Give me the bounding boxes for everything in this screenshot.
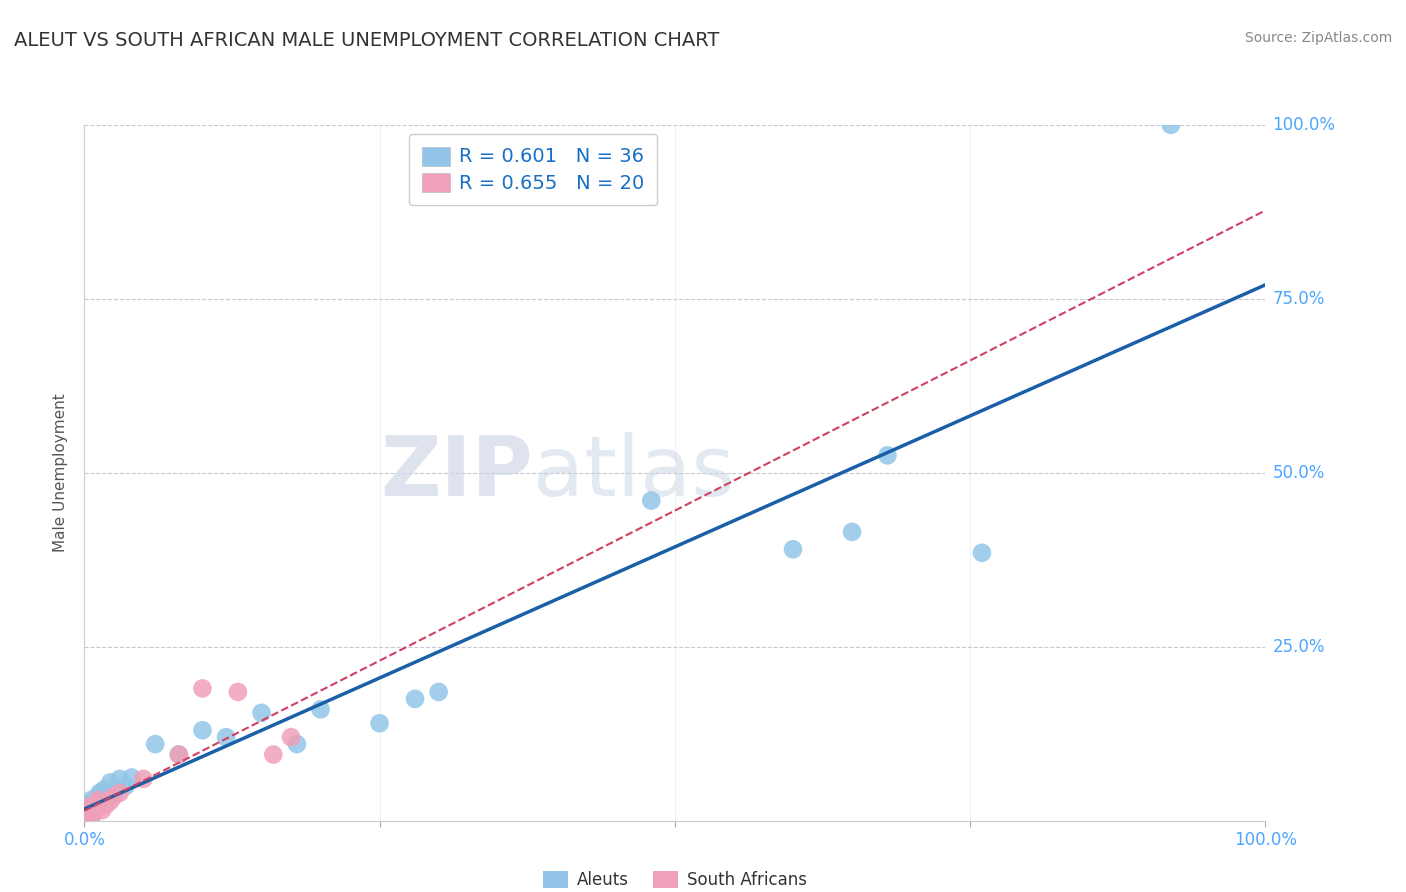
Point — [94, 798, 117, 813]
Point — [427, 685, 450, 699]
Point — [76, 806, 98, 821]
Point — [86, 794, 108, 808]
Point — [87, 789, 110, 804]
Point — [97, 787, 120, 801]
Point — [79, 799, 101, 814]
Point — [841, 524, 863, 539]
Point — [77, 806, 100, 821]
Point — [143, 737, 166, 751]
Point — [191, 681, 214, 696]
Point — [368, 716, 391, 731]
Point — [132, 772, 155, 786]
Point — [83, 801, 105, 815]
Point — [876, 448, 898, 462]
Point — [80, 808, 103, 822]
Text: 100.0%: 100.0% — [1272, 116, 1336, 134]
Point — [226, 685, 249, 699]
Text: Source: ZipAtlas.com: Source: ZipAtlas.com — [1244, 31, 1392, 45]
Point — [98, 794, 121, 808]
Point — [250, 706, 273, 720]
Point — [215, 730, 238, 744]
Text: ALEUT VS SOUTH AFRICAN MALE UNEMPLOYMENT CORRELATION CHART: ALEUT VS SOUTH AFRICAN MALE UNEMPLOYMENT… — [14, 31, 720, 50]
Legend: Aleuts, South Africans: Aleuts, South Africans — [536, 864, 814, 892]
Point — [640, 493, 662, 508]
Point — [91, 791, 114, 805]
Point — [79, 796, 101, 810]
Point — [83, 805, 105, 820]
Point — [98, 775, 121, 789]
Point — [970, 546, 993, 560]
Point — [82, 805, 104, 820]
Point — [77, 803, 100, 817]
Point — [77, 803, 100, 817]
Point — [121, 771, 143, 785]
Point — [103, 789, 125, 804]
Point — [76, 810, 98, 824]
Point — [91, 803, 114, 817]
Point — [262, 747, 284, 762]
Text: ZIP: ZIP — [381, 433, 533, 513]
Point — [114, 779, 136, 793]
Point — [84, 796, 107, 810]
Text: 75.0%: 75.0% — [1272, 290, 1324, 308]
Point — [1160, 118, 1182, 132]
Point — [191, 723, 214, 738]
Point — [285, 737, 308, 751]
Point — [87, 793, 110, 807]
Point — [77, 799, 100, 814]
Point — [108, 772, 131, 786]
Text: 50.0%: 50.0% — [1272, 464, 1324, 482]
Point — [82, 808, 104, 822]
Point — [84, 798, 107, 813]
Point — [84, 801, 107, 815]
Point — [103, 784, 125, 798]
Point — [782, 542, 804, 557]
Y-axis label: Male Unemployment: Male Unemployment — [53, 393, 69, 552]
Point — [93, 782, 115, 797]
Point — [167, 747, 190, 762]
Text: 25.0%: 25.0% — [1272, 638, 1324, 656]
Text: atlas: atlas — [533, 433, 735, 513]
Point — [309, 702, 332, 716]
Point — [108, 786, 131, 800]
Point — [167, 747, 190, 762]
Point — [280, 730, 302, 744]
Point — [80, 793, 103, 807]
Point — [404, 692, 426, 706]
Point — [89, 786, 111, 800]
